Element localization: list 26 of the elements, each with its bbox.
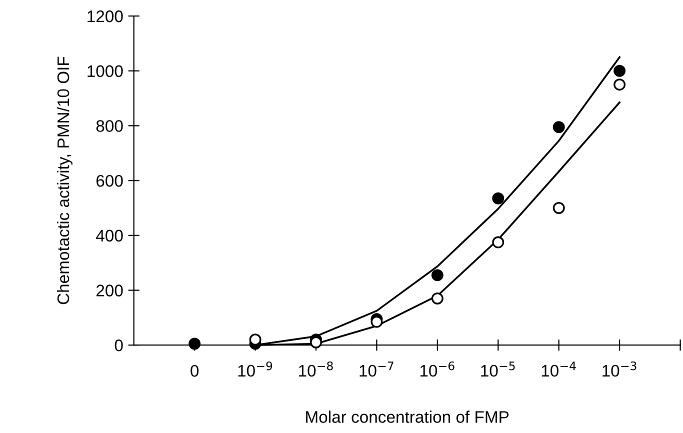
y-axis-title: Chemotactic activity, PMN/10 OIF (56, 56, 72, 304)
y-tick-label: 0 (114, 340, 123, 352)
x-tick-label: 10$^{−8}$ (299, 361, 333, 377)
point (552, 202, 565, 214)
x-tick-label: 10$^{−6}$ (420, 361, 454, 377)
y-tick-label: 200 (96, 284, 123, 296)
point (614, 78, 626, 91)
y-tick-label: 800 (96, 120, 123, 132)
y-tick-label: 1000 (88, 65, 123, 78)
point (492, 192, 504, 204)
point (431, 269, 444, 282)
point (431, 292, 444, 304)
x-tick-label: 10$^{−9}$ (238, 361, 272, 377)
point (614, 64, 626, 77)
x-axis-title: Molar concentration of FMP (306, 410, 509, 423)
x-tick-label: 10$^{−7}$ (360, 362, 394, 377)
x-tick-label: 10$^{−4}$ (542, 362, 576, 377)
x-tick-label: 10$^{−5}$ (481, 362, 515, 377)
point (492, 236, 504, 248)
y-tick-label: 1200 (88, 10, 123, 22)
point (552, 121, 565, 134)
x-tick-label: 10$^{−3}$ (602, 361, 636, 377)
y-tick-label: 600 (96, 174, 123, 187)
x-tick-label: 0 (190, 364, 199, 377)
point (188, 338, 201, 350)
y-tick-label: 400 (96, 230, 123, 242)
